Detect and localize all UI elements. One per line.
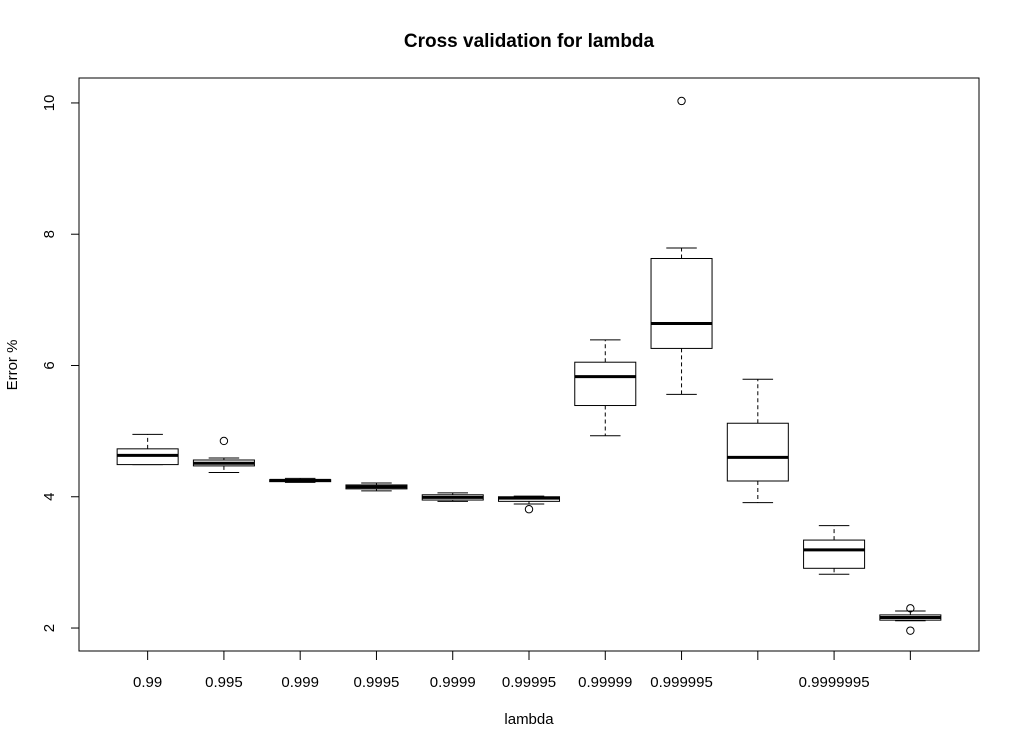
x-axis-label: lambda <box>504 711 554 728</box>
box-iqr <box>650 257 713 349</box>
box-iqr <box>726 422 789 482</box>
outlier-point <box>906 604 915 613</box>
boxes-group <box>116 96 942 635</box>
outlier-point <box>219 436 229 446</box>
y-axis-label: Error % <box>4 340 21 391</box>
outlier-point <box>906 626 915 635</box>
x-tick-label: 0.999 <box>281 674 319 691</box>
y-tick-label: 2 <box>41 624 58 632</box>
box-9 <box>803 525 866 575</box>
x-tick-label: 0.995 <box>205 674 243 691</box>
y-tick-label: 6 <box>41 361 58 369</box>
y-tick-label: 10 <box>41 95 58 112</box>
x-tick-label: 0.9999995 <box>799 674 870 691</box>
y-axis: 2 4 6 8 10 <box>41 95 80 632</box>
y-tick-label: 4 <box>41 493 58 501</box>
box-iqr <box>803 539 866 569</box>
box-5 <box>497 495 561 514</box>
box-2 <box>269 477 332 483</box>
outlier-point <box>524 505 534 514</box>
box-0 <box>116 433 179 466</box>
x-tick-label: 0.99995 <box>502 674 556 691</box>
box-3 <box>345 482 408 492</box>
box-10 <box>879 604 942 635</box>
x-tick-label: 0.999995 <box>650 674 713 691</box>
box-6 <box>574 339 637 437</box>
box-8 <box>726 378 789 504</box>
chart-title: Cross validation for lambda <box>404 31 655 52</box>
x-tick-label: 0.9995 <box>354 674 400 691</box>
x-axis: 0.99 0.995 0.999 0.9995 0.9999 0.99995 0.99999… <box>133 650 911 691</box>
box-iqr <box>574 361 637 407</box>
x-tick-label: 0.9999 <box>430 674 476 691</box>
box-4 <box>421 492 484 502</box>
box-1 <box>192 436 255 473</box>
x-tick-label: 0.99999 <box>578 674 632 691</box>
y-tick-label: 8 <box>41 230 58 238</box>
box-7 <box>650 96 713 395</box>
x-tick-label: 0.99 <box>133 674 162 691</box>
outlier-point <box>677 96 686 106</box>
